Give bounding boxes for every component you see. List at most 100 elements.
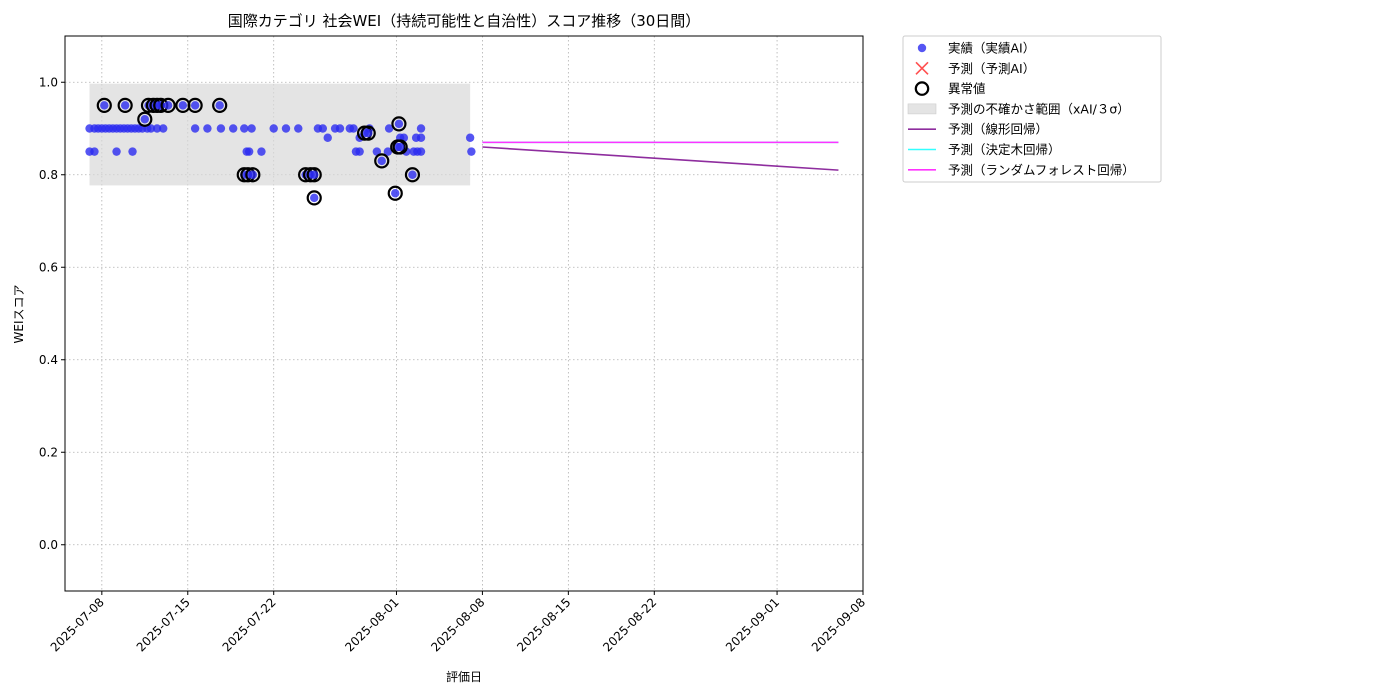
- x-tick-label: 2025-09-08: [809, 595, 868, 654]
- actual-point: [467, 147, 476, 156]
- x-tick-label: 2025-08-08: [428, 595, 487, 654]
- legend-ring-marker: [914, 81, 930, 96]
- anomaly-point-fill: [310, 170, 319, 179]
- anomaly-point-fill: [408, 170, 417, 179]
- y-tick-label: 1.0: [39, 75, 58, 89]
- anomaly-point: [212, 97, 228, 113]
- actual-point: [203, 124, 212, 133]
- actual-point: [190, 124, 200, 133]
- anomaly-point-fill: [163, 101, 173, 110]
- actual-point: [240, 124, 249, 133]
- actual-point: [146, 124, 156, 133]
- anomaly-point: [187, 97, 203, 113]
- actual-point: [383, 147, 393, 156]
- actual-points-layer: [85, 124, 476, 156]
- y-axis-title: WEIスコア: [12, 285, 26, 344]
- anomaly-point-fill: [310, 193, 319, 203]
- actual-point: [269, 124, 278, 133]
- actual-point: [112, 147, 121, 156]
- actual-point: [257, 147, 266, 156]
- actual-point: [247, 124, 256, 133]
- anomaly-point: [391, 116, 407, 132]
- anomaly-point: [306, 190, 322, 206]
- x-tick-label: 2025-08-01: [342, 595, 401, 654]
- actual-point: [90, 147, 99, 156]
- anomaly-point: [306, 167, 322, 183]
- legend-label: 予測（予測AI）: [948, 61, 1035, 76]
- anomaly-point-fill: [394, 119, 404, 129]
- legend-label: 予測（ランダムフォレスト回帰）: [948, 162, 1135, 177]
- legend-label: 予測の不確かさ範囲（xAI/３σ）: [948, 101, 1130, 116]
- anomaly-point: [374, 153, 390, 169]
- anomaly-point: [137, 111, 153, 127]
- linear-regression-line: [482, 146, 839, 171]
- plot-frame: [64, 35, 864, 592]
- x-tick-label: 2025-08-15: [514, 595, 573, 654]
- anomaly-point-fill: [377, 156, 386, 166]
- y-tick-label: 0.0: [39, 538, 58, 552]
- anomaly-point-fill: [395, 142, 405, 152]
- actual-point: [128, 147, 137, 156]
- actual-point: [372, 147, 382, 156]
- x-axis: 2025-07-08 2025-07-15 2025-07-22 2025-08-01…: [48, 591, 868, 654]
- anomaly-point-fill: [391, 189, 400, 198]
- anomaly-point: [404, 167, 421, 183]
- actual-point: [335, 124, 345, 133]
- legend-label: 予測（決定木回帰）: [948, 142, 1061, 157]
- anomaly-point: [96, 97, 112, 113]
- x-tick-label: 2025-08-22: [600, 595, 659, 654]
- actual-point: [384, 124, 394, 133]
- actual-point: [318, 124, 328, 133]
- anomaly-point: [160, 97, 176, 113]
- legend-frame: [902, 35, 1162, 183]
- actual-point: [349, 124, 358, 133]
- actual-point: [228, 124, 238, 133]
- actual-point: [281, 124, 291, 133]
- actual-point: [159, 124, 168, 133]
- actual-point: [355, 147, 364, 156]
- legend-band-patch: [907, 103, 937, 115]
- legend-x-marker: [915, 61, 929, 75]
- anomaly-point-fill: [215, 101, 224, 110]
- y-tick-label: 0.6: [39, 260, 58, 274]
- anomaly-point: [117, 97, 133, 113]
- actual-point: [465, 133, 475, 142]
- x-tick-label: 2025-07-08: [48, 595, 107, 654]
- anomaly-point-fill: [178, 101, 188, 110]
- actual-point: [294, 124, 303, 133]
- anomaly-point-fill: [140, 115, 149, 124]
- anomaly-point: [387, 185, 403, 201]
- x-axis-title: 評価日: [446, 669, 482, 684]
- actual-point: [152, 124, 162, 133]
- y-tick-label: 0.4: [39, 353, 58, 367]
- y-tick-label: 0.2: [39, 445, 58, 459]
- prediction-lines-layer: [482, 141, 839, 171]
- x-tick-label: 2025-07-22: [220, 595, 279, 654]
- anomaly-point-fill: [100, 101, 109, 110]
- anomaly-point-fill: [190, 101, 200, 110]
- actual-point: [244, 147, 254, 156]
- legend-label: 予測（線形回帰）: [948, 122, 1048, 137]
- actual-point: [416, 124, 426, 133]
- anomaly-point: [392, 139, 408, 155]
- y-tick-label: 0.8: [39, 168, 58, 182]
- actual-point: [416, 133, 426, 142]
- anomaly-point: [360, 125, 376, 141]
- legend-label: 異常値: [948, 81, 986, 96]
- anomaly-point-fill: [120, 101, 130, 110]
- y-axis: 0.0 0.2 0.4 0.6 0.8 1.0: [39, 75, 65, 552]
- anomaly-markers-layer: [96, 97, 421, 206]
- anomaly-point-fill: [248, 170, 258, 179]
- actual-point: [416, 147, 426, 156]
- anomaly-point-fill: [364, 128, 373, 138]
- actual-point: [323, 133, 332, 142]
- legend-label: 実績（実績AI）: [948, 41, 1035, 56]
- chart-title: 国際カテゴリ 社会WEI（持続可能性と自治性）スコア推移（30日間）: [228, 12, 701, 30]
- x-tick-label: 2025-09-01: [723, 595, 782, 654]
- x-tick-label: 2025-07-15: [134, 595, 193, 654]
- legend-dot-marker: [917, 43, 927, 53]
- anomaly-point: [245, 167, 261, 183]
- actual-point: [216, 124, 226, 133]
